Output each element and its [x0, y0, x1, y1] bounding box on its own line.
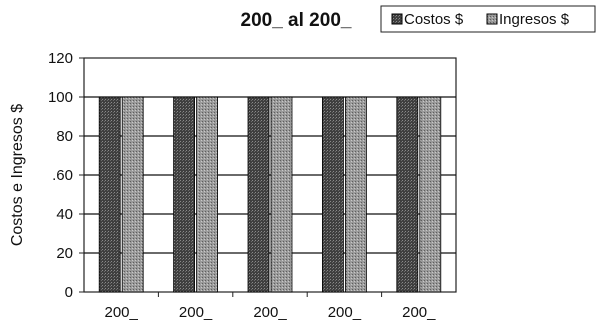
bars — [98, 96, 442, 293]
legend-swatch-ingresos — [486, 13, 498, 25]
x-axis-ticks: 200_ 200_ 200_ 200_ 200_ — [105, 292, 436, 321]
bar-costos-2 — [247, 96, 270, 293]
x-tick-label: 200_ — [179, 304, 213, 321]
y-tick-label: 40 — [56, 206, 73, 223]
y-tick-label: 20 — [56, 245, 73, 262]
legend-label-costos: Costos $ — [404, 11, 464, 28]
y-tick-label: 100 — [48, 89, 73, 106]
bar-costos-0 — [98, 96, 121, 293]
bar-costos-4 — [396, 96, 419, 293]
legend: Costos $ Ingresos $ — [380, 5, 596, 33]
bar-ingresos-0 — [121, 96, 144, 293]
legend-label-ingresos: Ingresos $ — [499, 11, 570, 28]
legend-swatch-costos — [391, 13, 403, 25]
x-tick-label: 200_ — [402, 304, 436, 321]
x-tick-label: 200_ — [253, 304, 287, 321]
x-tick-label: 200_ — [105, 304, 139, 321]
bar-costos-3 — [321, 96, 344, 293]
y-tick-label: 0 — [65, 284, 73, 301]
bar-ingresos-1 — [196, 96, 219, 293]
gridlines — [84, 96, 456, 254]
y-tick-label: .60 — [52, 167, 73, 184]
bar-ingresos-3 — [344, 96, 367, 293]
bar-ingresos-2 — [270, 96, 293, 293]
x-tick-label: 200_ — [328, 304, 362, 321]
y-axis-title: Costos e Ingresos $ — [9, 104, 26, 246]
y-axis-ticks: 0 20 40 .60 80 100 120 — [48, 50, 84, 301]
bar-ingresos-4 — [419, 96, 442, 293]
y-tick-label: 80 — [56, 128, 73, 145]
bar-costos-1 — [173, 96, 196, 293]
y-tick-label: 120 — [48, 50, 73, 67]
chart-title: 200_ al 200_ — [241, 10, 352, 31]
